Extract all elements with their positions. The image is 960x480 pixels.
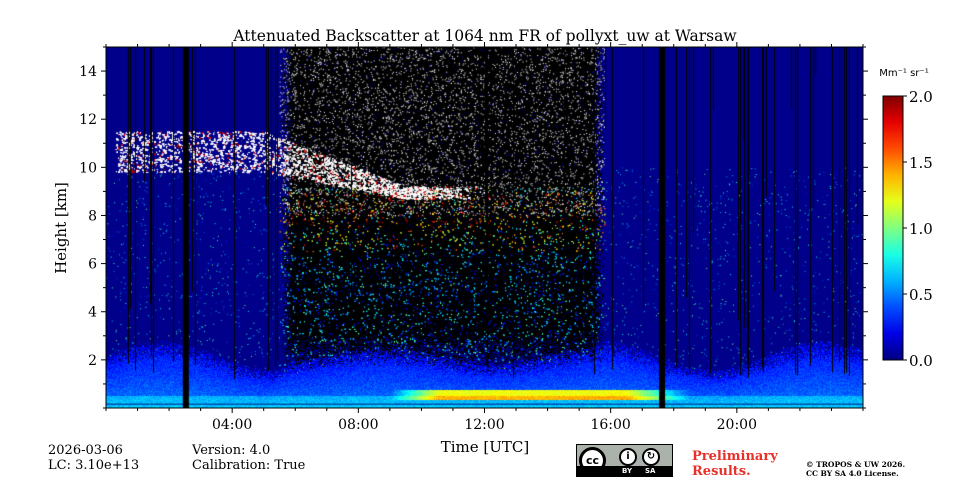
x-tick-label: 12:00 <box>464 417 504 433</box>
colorbar-gradient <box>882 95 904 361</box>
cc-license-badge: cc i ↻ BY SA <box>576 444 673 477</box>
y-tick-label: 8 <box>88 208 97 224</box>
x-tick-label: 16:00 <box>590 417 630 433</box>
footer-lc: LC: 3.10e+13 <box>48 458 140 473</box>
y-tick-label: 14 <box>79 64 97 80</box>
colorbar-unit-label: Mm⁻¹ sr⁻¹ <box>879 68 928 79</box>
colorbar-tick-label: 0.0 <box>909 352 933 370</box>
y-tick-label: 4 <box>88 305 97 321</box>
colorbar-tick-label: 2.0 <box>909 88 933 106</box>
colorbar-tick-label: 1.5 <box>909 154 933 172</box>
preliminary-notice: Preliminary Results. <box>692 449 778 479</box>
x-tick-label: 08:00 <box>338 417 378 433</box>
colorbar: 0.0 0.5 1.0 1.5 2.0 <box>882 88 933 370</box>
footer-date: 2026-03-06 <box>48 443 123 458</box>
plot-area <box>105 46 864 409</box>
x-tick-label: 04:00 <box>212 417 252 433</box>
copyright-notice: © TROPOS & UW 2026. CC BY SA 4.0 License… <box>806 460 905 478</box>
preliminary-line1: Preliminary <box>692 449 778 464</box>
footer-calibration: Calibration: True <box>192 458 306 473</box>
y-axis-label: Height [km] <box>52 182 70 274</box>
y-tick-label: 10 <box>79 160 97 176</box>
y-tick-label: 12 <box>79 112 97 128</box>
colorbar-tick-label: 0.5 <box>909 286 933 304</box>
x-axis-label: Time [UTC] <box>441 438 530 456</box>
cc-by-label: BY <box>622 467 633 475</box>
cc-band <box>577 466 672 476</box>
copyright-line2: CC BY SA 4.0 License. <box>806 469 899 478</box>
x-tick-label: 20:00 <box>717 417 757 433</box>
footer-version: Version: 4.0 Calibration: True <box>192 443 305 473</box>
x-axis-ticks: 04:00 08:00 12:00 16:00 20:00 <box>105 42 864 433</box>
footer-version-text: Version: 4.0 <box>192 443 271 458</box>
preliminary-line2: Results. <box>692 464 751 479</box>
y-tick-label: 6 <box>88 257 97 273</box>
y-tick-label: 2 <box>88 353 97 369</box>
footer-date-lc: 2026-03-06 LC: 3.10e+13 <box>48 443 139 473</box>
heatmap-image <box>106 47 863 408</box>
cc-by-person-icon: i <box>619 448 637 466</box>
cc-sa-label: SA <box>645 467 656 475</box>
y-axis-ticks: 2 4 6 8 10 12 14 <box>79 46 868 409</box>
colorbar-tick-label: 1.0 <box>909 220 933 238</box>
copyright-line1: © TROPOS & UW 2026. <box>806 460 906 469</box>
chart-title: Attenuated Backscatter at 1064 nm FR of … <box>232 27 737 45</box>
cc-sa-share-icon: ↻ <box>642 448 660 466</box>
